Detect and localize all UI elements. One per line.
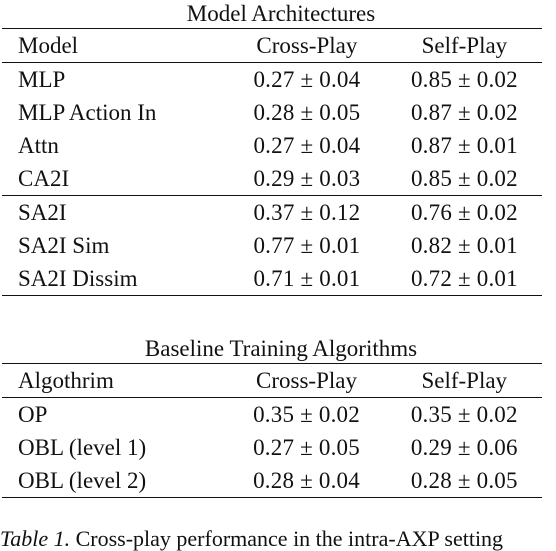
self-play-value: 0.87 ± 0.02 [410,99,518,125]
row-label: CA2I [18,165,70,191]
row-label: OP [2,397,227,431]
column-header-model: Model [18,32,79,58]
column-header-cross-play: Cross-Play [256,32,358,58]
caption-text: Cross-play performance in the intra-AXP … [75,526,504,551]
table-title: Model Architectures [186,1,376,26]
cross-play-value: 0.29 ± 0.03 [253,165,361,191]
cross-play-value: 0.28 ± 0.04 [253,467,360,493]
table-row: SA2I Sim 0.77 ± 0.01 0.82 ± 0.01 [2,229,542,262]
table-row: OBL (level 2) 0.28 ± 0.04 0.28 ± 0.05 [2,464,542,497]
table-row: MLP Action In 0.28 ± 0.05 0.87 ± 0.02 [2,96,542,129]
cross-play-value: 0.77 ± 0.01 [253,232,361,258]
self-play-value: 0.85 ± 0.02 [410,165,518,191]
self-play-value: 0.87 ± 0.01 [410,132,518,158]
table-row: MLP 0.27 ± 0.04 0.85 ± 0.02 [2,62,542,96]
self-play-value: 0.28 ± 0.05 [410,467,518,493]
table-row: CA2I 0.29 ± 0.03 0.85 ± 0.02 [2,162,542,196]
header-row: Model Cross-Play Self-Play [2,29,542,63]
row-label: OBL (level 1) [18,434,147,460]
cross-play-value: 0.27 ± 0.04 [227,62,387,96]
row-label: Attn [18,132,59,158]
top-rule [2,28,542,29]
row-label: OBL (level 2) [18,467,147,493]
column-header-self-play: Self-Play [421,32,508,58]
top-rule [2,363,542,364]
header-row: Algothrim Cross-Play Self-Play [2,364,542,398]
baseline-algorithms-table: Baseline Training Algorithms Algothrim C… [0,335,556,498]
table-row: OP 0.35 ± 0.02 0.35 ± 0.02 [2,397,542,431]
column-header-cross-play: Cross-Play [256,367,357,393]
row-label: MLP Action In [18,99,157,125]
self-play-value: 0.82 ± 0.01 [410,232,518,258]
row-label: SA2I Sim [18,232,110,258]
self-play-value: 0.72 ± 0.01 [410,265,518,291]
caption-label: Table 1. [0,526,71,551]
row-label: SA2I Dissim [18,265,138,291]
cross-play-value: 0.35 ± 0.02 [226,397,387,431]
bottom-rule [2,497,542,498]
cross-play-value: 0.71 ± 0.01 [253,265,361,291]
table-grid: Model Cross-Play Self-Play MLP 0.27 ± 0.… [2,29,542,295]
self-play-value: 0.29 ± 0.06 [410,434,518,460]
bottom-rule [2,295,542,296]
self-play-value: 0.85 ± 0.02 [386,62,542,96]
cross-play-value: 0.28 ± 0.05 [253,99,361,125]
cross-play-value: 0.27 ± 0.04 [253,132,361,158]
row-label: MLP [2,62,228,96]
column-header-algorithm: Algothrim [18,367,114,393]
model-architectures-table: Model Architectures Model Cross-Play Sel… [2,1,542,296]
table-caption: Table 1. Cross-play performance in the i… [0,528,503,550]
self-play-value: 0.76 ± 0.02 [386,195,542,229]
table-row: OBL (level 1) 0.27 ± 0.05 0.29 ± 0.06 [2,431,542,464]
table-row: Attn 0.27 ± 0.04 0.87 ± 0.01 [2,129,542,162]
self-play-value: 0.35 ± 0.02 [386,397,542,431]
table-row: SA2I Dissim 0.71 ± 0.01 0.72 ± 0.01 [2,262,542,295]
table-title: Baseline Training Algorithms [144,336,418,361]
column-header-self-play: Self-Play [421,367,508,393]
row-label: SA2I [2,195,228,229]
cross-play-value: 0.37 ± 0.12 [227,195,387,229]
table-grid: Algothrim Cross-Play Self-Play OP 0.35 ±… [2,364,542,497]
table-row: SA2I 0.37 ± 0.12 0.76 ± 0.02 [2,195,542,229]
cross-play-value: 0.27 ± 0.05 [253,434,360,460]
